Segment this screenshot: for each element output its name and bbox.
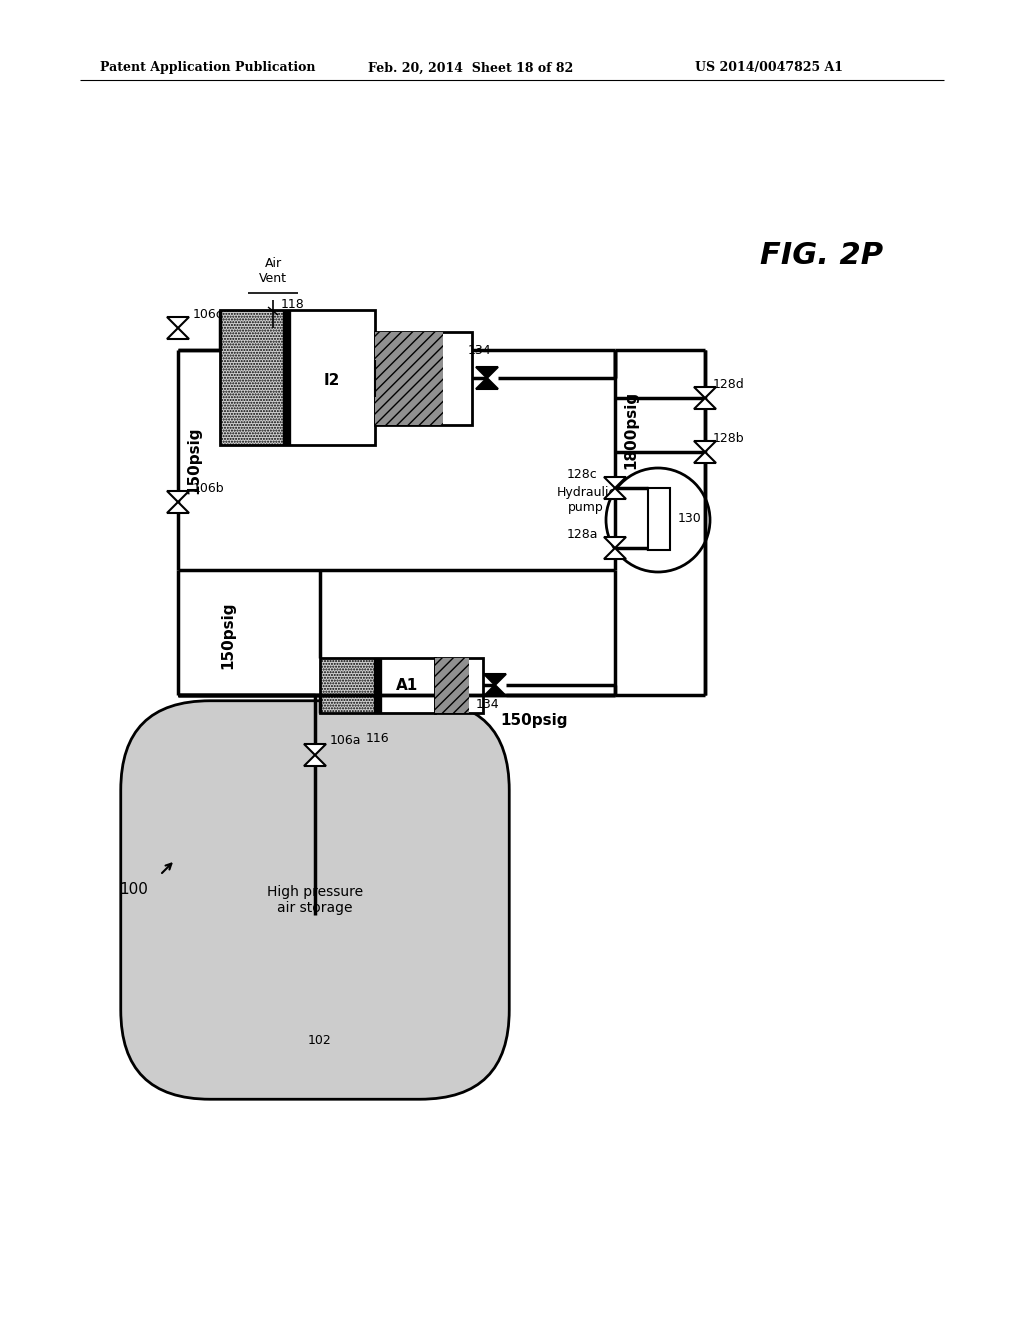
Polygon shape	[167, 502, 189, 513]
Text: 130: 130	[678, 512, 701, 525]
Bar	[375, 333, 443, 425]
Polygon shape	[604, 477, 626, 488]
Text: 134: 134	[467, 343, 490, 356]
Text: A1: A1	[396, 678, 419, 693]
Text: 128a: 128a	[567, 528, 598, 540]
Bar	[435, 657, 483, 713]
Text: FIG. 2P: FIG. 2P	[760, 240, 883, 269]
Text: 128c: 128c	[567, 467, 598, 480]
Text: 106a: 106a	[330, 734, 361, 747]
Polygon shape	[604, 537, 626, 548]
Polygon shape	[304, 744, 326, 755]
Polygon shape	[604, 488, 626, 499]
Polygon shape	[484, 675, 506, 685]
Text: 100: 100	[119, 883, 148, 898]
Polygon shape	[604, 548, 626, 558]
Polygon shape	[476, 378, 498, 389]
FancyBboxPatch shape	[121, 701, 509, 1100]
Text: Air
Vent: Air Vent	[259, 257, 287, 285]
Text: High pressure
air storage: High pressure air storage	[267, 884, 364, 915]
Text: 102: 102	[308, 1034, 332, 1047]
Bar	[378, 657, 435, 713]
Polygon shape	[694, 441, 716, 451]
Text: 128b: 128b	[713, 432, 744, 445]
Polygon shape	[694, 399, 716, 409]
Polygon shape	[694, 451, 716, 463]
Polygon shape	[476, 367, 498, 378]
Polygon shape	[167, 327, 189, 339]
Bar	[220, 310, 375, 445]
Polygon shape	[304, 755, 326, 766]
Polygon shape	[484, 685, 506, 696]
Text: 134: 134	[475, 698, 499, 711]
Text: Hydraulic
pump: Hydraulic pump	[556, 486, 615, 513]
Polygon shape	[167, 491, 189, 502]
Bar	[287, 310, 375, 445]
Bar	[220, 310, 287, 445]
Polygon shape	[694, 387, 716, 399]
Text: 116: 116	[366, 731, 389, 744]
Text: 150psig: 150psig	[220, 601, 234, 669]
Bar	[375, 333, 472, 425]
Text: I2: I2	[324, 372, 340, 388]
Text: 150psig: 150psig	[500, 714, 567, 729]
Bar	[648, 488, 670, 550]
Text: 1800psig: 1800psig	[623, 391, 638, 469]
Bar	[319, 657, 435, 713]
Text: Patent Application Publication: Patent Application Publication	[100, 62, 315, 74]
Text: 128d: 128d	[713, 378, 744, 391]
Text: 106c: 106c	[193, 308, 224, 321]
Polygon shape	[167, 317, 189, 327]
Text: Feb. 20, 2014  Sheet 18 of 82: Feb. 20, 2014 Sheet 18 of 82	[368, 62, 573, 74]
Text: 118: 118	[281, 298, 305, 312]
Text: 150psig: 150psig	[186, 426, 201, 494]
Bar	[435, 657, 469, 713]
Text: US 2014/0047825 A1: US 2014/0047825 A1	[695, 62, 843, 74]
Bar	[319, 657, 378, 713]
Text: 106b: 106b	[193, 482, 224, 495]
